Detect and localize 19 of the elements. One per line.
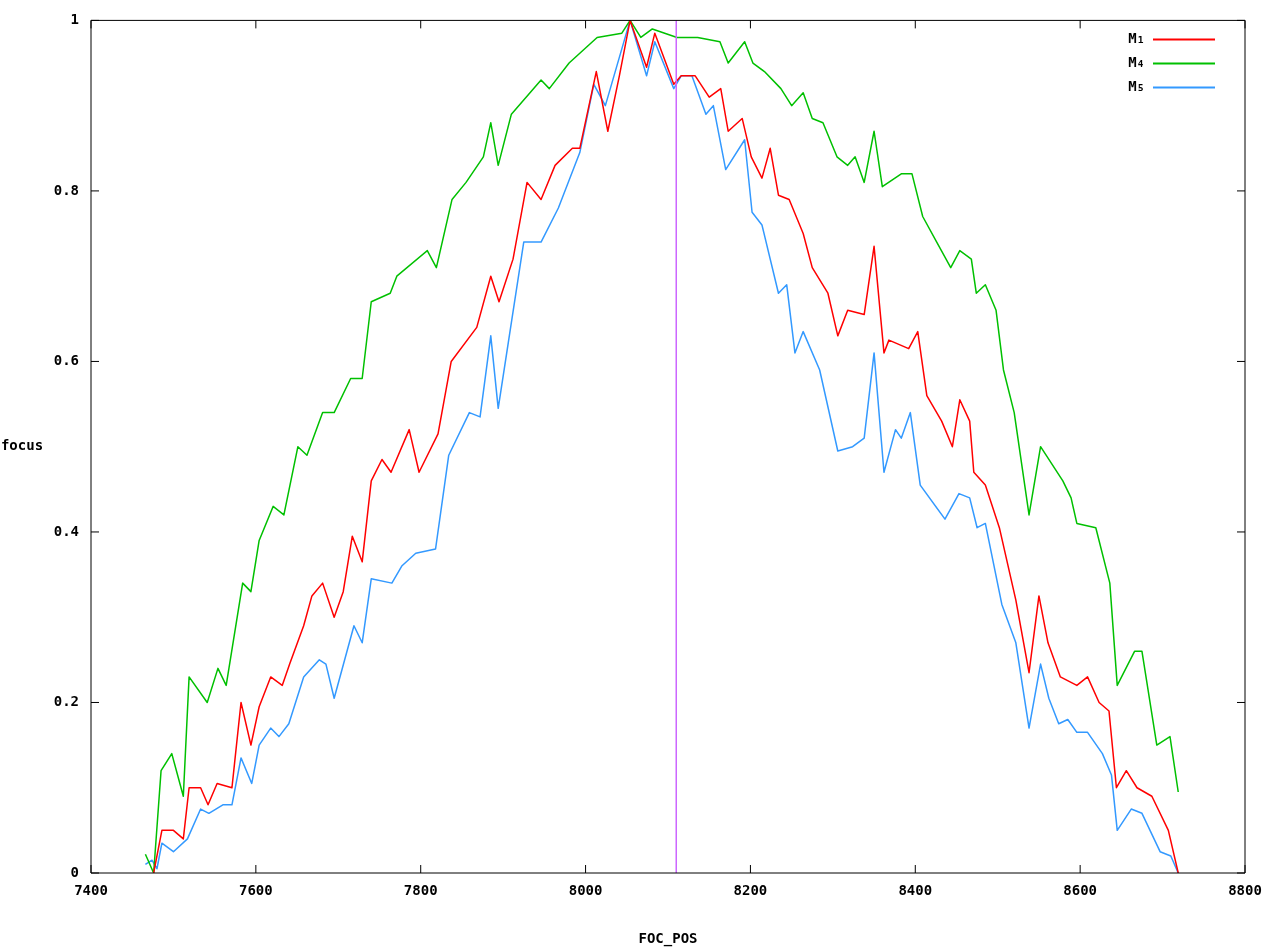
x-tick-label: 7600 — [239, 882, 273, 899]
y-tick-label: 0.4 — [53, 522, 79, 539]
x-axis-title: FOC_POS — [638, 930, 698, 948]
x-tick-label: 8000 — [568, 882, 603, 899]
x-tick-label: 8200 — [733, 882, 768, 899]
x-tick-label: 7800 — [403, 882, 438, 899]
x-tick-label: 8800 — [1228, 882, 1262, 899]
y-tick-label: 1 — [70, 11, 79, 28]
x-tick-label: 8600 — [1063, 882, 1097, 899]
legend-label: M₄ — [1128, 54, 1145, 71]
y-tick-label: 0.6 — [53, 352, 79, 369]
x-tick-label: 8400 — [898, 882, 933, 899]
y-tick-label: 0.8 — [53, 181, 79, 198]
y-tick-label: 0 — [70, 863, 79, 880]
legend-label: M₁ — [1128, 30, 1145, 47]
y-tick-label: 0.2 — [53, 693, 79, 710]
y-axis-title: focus — [0, 437, 44, 454]
x-tick-label: 7400 — [74, 882, 108, 899]
legend-label: M₅ — [1128, 78, 1145, 95]
